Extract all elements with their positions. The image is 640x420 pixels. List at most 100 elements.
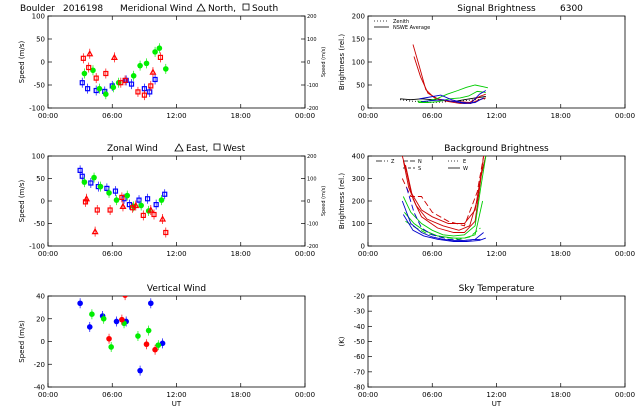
legend-s: S bbox=[418, 166, 421, 172]
meridional-y2tick-label: 200 bbox=[307, 14, 317, 20]
signal-xtick-label: 06:00 bbox=[422, 112, 442, 120]
zonal-point bbox=[132, 201, 140, 209]
meridional-data bbox=[79, 43, 169, 101]
legend-zenith: Zenith bbox=[393, 19, 409, 25]
skytemp-xtick-label: 18:00 bbox=[551, 391, 571, 399]
zonal-point bbox=[153, 202, 159, 208]
vertical-ytick-label: -40 bbox=[34, 384, 45, 392]
legend-z: Z bbox=[391, 159, 395, 165]
skytemp-xtick-label: 12:00 bbox=[486, 391, 506, 399]
zonal-data bbox=[77, 165, 169, 238]
vertical-point bbox=[135, 333, 141, 339]
vertical-title: Vertical Wind bbox=[147, 284, 206, 294]
vertical-ytick-label: 40 bbox=[36, 293, 45, 301]
vertical-ylabel: Speed (m/s) bbox=[18, 320, 26, 363]
meridional-point bbox=[148, 83, 154, 89]
zonal-ytick-label: 0 bbox=[41, 198, 45, 206]
vertical-panel: 00:00 06:00 12:00 18:00 00:00 UT 40 20 0 -20 -40 Sp… bbox=[18, 284, 315, 408]
meridional-point bbox=[149, 68, 157, 75]
vertical-point bbox=[137, 367, 143, 374]
meridional-xtick-label: 00:00 bbox=[295, 112, 315, 120]
signal-series-line bbox=[419, 90, 487, 104]
background-series-line bbox=[402, 214, 486, 242]
zonal-point bbox=[88, 180, 94, 186]
zonal-point bbox=[158, 197, 165, 203]
signal-title: Signal Brightness bbox=[457, 4, 536, 14]
zonal-point bbox=[126, 202, 132, 208]
meridional-y2tick-label: 100 bbox=[307, 37, 317, 43]
background-ytick-label: 400 bbox=[352, 153, 365, 161]
meridional-point bbox=[147, 89, 153, 95]
zonal-point bbox=[162, 191, 168, 197]
vertical-point bbox=[77, 300, 83, 307]
skytemp-title: Sky Temperature bbox=[459, 284, 535, 294]
zonal-y2tick-label: -100 bbox=[307, 222, 318, 228]
zonal-point bbox=[81, 179, 88, 185]
zonal-y2tick-label: 200 bbox=[307, 154, 317, 160]
background-xtick-label: 00:00 bbox=[615, 250, 635, 258]
legend-west: West bbox=[223, 144, 246, 154]
zonal-point bbox=[113, 197, 120, 203]
meridional-point bbox=[122, 77, 128, 84]
zonal-point bbox=[94, 207, 100, 213]
vertical-data bbox=[77, 296, 166, 376]
signal-xtick-label: 00:00 bbox=[358, 112, 378, 120]
signal-ytick-label: 100 bbox=[352, 59, 365, 67]
zonal-y2label: Speed (m/s) bbox=[321, 186, 327, 216]
signal-wavelength: 6300 bbox=[560, 4, 583, 14]
vertical-xtick-label: 00:00 bbox=[38, 391, 58, 399]
date-label: 2016198 bbox=[63, 4, 103, 14]
vertical-point bbox=[86, 324, 93, 330]
skytemp-panel: 00:00 06:00 12:00 18:00 00:00 UT -20 -30 -40 -50 -… bbox=[338, 284, 635, 408]
zonal-point bbox=[79, 173, 85, 179]
zonal-panel: 00:00 06:00 12:00 18:00 00:00100500-50-100Sp… bbox=[18, 143, 327, 258]
meridional-point bbox=[152, 49, 158, 55]
meridional-point bbox=[80, 55, 86, 61]
meridional-point bbox=[79, 80, 85, 86]
meridional-xtick-label: 06:00 bbox=[102, 112, 122, 120]
vertical-point bbox=[145, 327, 152, 334]
meridional-point bbox=[143, 60, 150, 67]
skytemp-ytick-label: -60 bbox=[354, 353, 365, 361]
meridional-point bbox=[86, 49, 94, 57]
skytemp-ytick-label: -30 bbox=[354, 308, 365, 316]
zonal-y2tick-label: 0 bbox=[307, 199, 310, 205]
meridional-point bbox=[135, 89, 141, 95]
skytemp-ytick-label: -40 bbox=[354, 323, 365, 331]
meridional-panel: 00:00 06:00 12:00 18:00 00:00100500-50-100Sp… bbox=[18, 3, 327, 120]
background-panel: 00:00 06:00 12:00 18:00 00:00 400 300 200 100 0 Br… bbox=[338, 144, 635, 258]
vertical-ytick-label: 20 bbox=[36, 315, 45, 323]
zonal-point bbox=[119, 202, 127, 209]
vertical-point bbox=[155, 342, 162, 348]
background-series-line bbox=[406, 187, 481, 241]
meridional-point bbox=[81, 70, 88, 77]
skytemp-ytick-label: -80 bbox=[354, 384, 365, 392]
background-series-line bbox=[405, 156, 487, 233]
background-series-line bbox=[401, 156, 487, 224]
zonal-point bbox=[91, 174, 97, 181]
background-data bbox=[401, 156, 487, 242]
zonal-xtick-label: 18:00 bbox=[231, 250, 251, 258]
meridional-point bbox=[128, 81, 135, 87]
zonal-point bbox=[97, 183, 104, 190]
zonal-ytick-label: 50 bbox=[36, 175, 45, 183]
signal-series-line bbox=[421, 97, 484, 104]
background-ytick-label: 0 bbox=[361, 243, 365, 251]
background-xtick-label: 00:00 bbox=[358, 250, 378, 258]
legend-triangle-marker bbox=[174, 143, 184, 152]
skytemp-xlabel: UT bbox=[492, 400, 502, 408]
zonal-point bbox=[140, 212, 146, 218]
zonal-ytick-label: -100 bbox=[29, 243, 45, 251]
meridional-point bbox=[85, 86, 91, 92]
skytemp-ytick-label: -70 bbox=[354, 368, 365, 376]
background-series-line bbox=[402, 156, 487, 237]
background-ylabel: Brightness (rel.) bbox=[338, 173, 346, 229]
zonal-xtick-label: 12:00 bbox=[166, 250, 186, 258]
signal-xtick-label: 00:00 bbox=[615, 112, 635, 120]
background-ytick-label: 300 bbox=[352, 175, 365, 183]
background-series-line bbox=[404, 200, 484, 239]
legend-e: E bbox=[463, 159, 466, 165]
meridional-point bbox=[110, 84, 117, 91]
signal-ytick-label: 150 bbox=[352, 36, 365, 44]
